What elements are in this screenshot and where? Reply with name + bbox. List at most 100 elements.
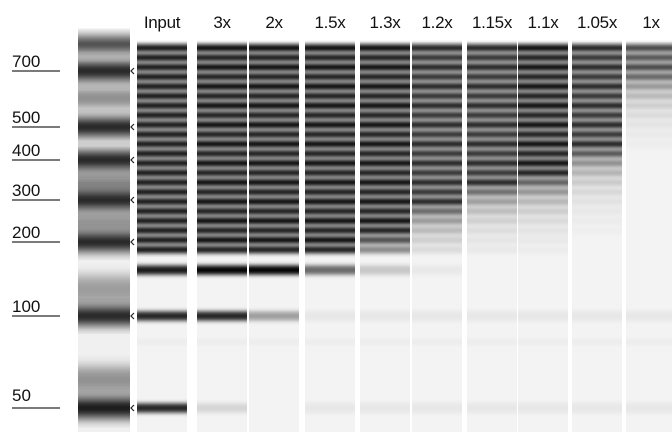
gel-band — [626, 102, 672, 110]
gel-band — [467, 121, 517, 129]
gel-band — [249, 311, 299, 321]
gel-band — [572, 188, 622, 196]
gel-band — [626, 121, 672, 129]
ladder-band — [78, 63, 130, 79]
size-marker-label-300: 300 — [12, 181, 41, 200]
gel-band — [467, 198, 517, 206]
lane-label-1-15x: 1.15x — [471, 13, 513, 32]
gel-band — [626, 44, 672, 52]
gel-band — [137, 403, 187, 413]
gel-band — [518, 121, 568, 129]
gel-band — [572, 311, 622, 321]
gel-band — [197, 44, 247, 52]
gel-lane-1x — [626, 42, 672, 432]
gel-band — [360, 207, 410, 215]
gel-band — [197, 63, 247, 71]
gel-lane-1-3x — [360, 42, 410, 432]
size-marker-label-100: 100 — [12, 297, 41, 316]
gel-band — [305, 226, 355, 234]
gel-band — [412, 92, 462, 100]
gel-band — [572, 111, 622, 119]
gel-band — [360, 217, 410, 225]
size-marker-label-50: 50 — [12, 386, 31, 405]
gel-band — [197, 159, 247, 167]
gel-band — [360, 82, 410, 90]
gel-band — [572, 73, 622, 81]
gel-band — [305, 159, 355, 167]
lane-label-1-3x: 1.3x — [369, 13, 401, 32]
gel-band — [360, 246, 410, 254]
gel-band — [518, 102, 568, 110]
gel-band — [360, 188, 410, 196]
size-marker-rule-700 — [12, 70, 60, 72]
gel-band — [518, 82, 568, 90]
gel-lane-1-2x — [412, 42, 462, 432]
lane-label-1-2x: 1.2x — [421, 13, 453, 32]
gel-band — [197, 102, 247, 110]
gel-band — [626, 111, 672, 119]
gel-band — [518, 73, 568, 81]
gel-band — [360, 92, 410, 100]
gel-band — [518, 207, 568, 215]
gel-band — [572, 121, 622, 129]
ladder-lane — [78, 37, 135, 432]
gel-band — [467, 92, 517, 100]
gel-band — [360, 54, 410, 62]
gel-band — [467, 150, 517, 158]
gel-band — [137, 63, 187, 71]
ladder-band — [78, 215, 130, 229]
gel-band — [360, 130, 410, 138]
gel-band — [305, 82, 355, 90]
gel-band — [467, 178, 517, 186]
gel-band — [305, 311, 355, 321]
gel-band — [305, 169, 355, 177]
gel-band — [249, 265, 299, 275]
gel-band — [305, 246, 355, 254]
gel-band — [467, 236, 517, 244]
gel-band — [137, 169, 187, 177]
gel-band — [518, 54, 568, 62]
ladder-band — [78, 89, 130, 107]
gel-band — [572, 227, 622, 234]
gel-band — [518, 159, 568, 167]
ladder-band — [78, 119, 130, 135]
gel-band — [626, 141, 672, 148]
gel-band — [412, 130, 462, 138]
gel-band — [305, 217, 355, 225]
gel-band — [305, 178, 355, 186]
ladder-band — [78, 234, 130, 250]
gel-band — [197, 236, 247, 244]
gel-band — [467, 73, 517, 81]
lane-label-1-1x: 1.1x — [527, 13, 559, 32]
gel-band — [197, 311, 247, 321]
gel-band — [249, 188, 299, 196]
gel-smear — [412, 340, 462, 344]
lane-label-1-5x: 1.5x — [314, 13, 346, 32]
gel-band — [412, 226, 462, 234]
gel-band — [305, 54, 355, 62]
gel-band — [467, 63, 517, 71]
ladder-band — [78, 399, 130, 417]
gel-band — [412, 217, 462, 225]
gel-band — [137, 111, 187, 119]
gel-band — [137, 188, 187, 196]
ladder-tick-icon — [130, 196, 135, 204]
gel-band — [467, 82, 517, 90]
gel-band — [249, 121, 299, 129]
gel-band — [518, 236, 568, 244]
gel-band — [626, 403, 672, 413]
gel-band — [137, 150, 187, 158]
gel-band — [360, 403, 410, 413]
gel-band — [626, 73, 672, 81]
gel-smear — [572, 340, 622, 344]
gel-band — [305, 198, 355, 206]
gel-band — [360, 226, 410, 234]
gel-band — [572, 169, 622, 177]
gel-band — [572, 82, 622, 90]
gel-band — [360, 111, 410, 119]
gel-band — [305, 102, 355, 110]
gel-band — [467, 188, 517, 196]
gel-band — [305, 403, 355, 413]
ladder-band — [78, 276, 130, 304]
